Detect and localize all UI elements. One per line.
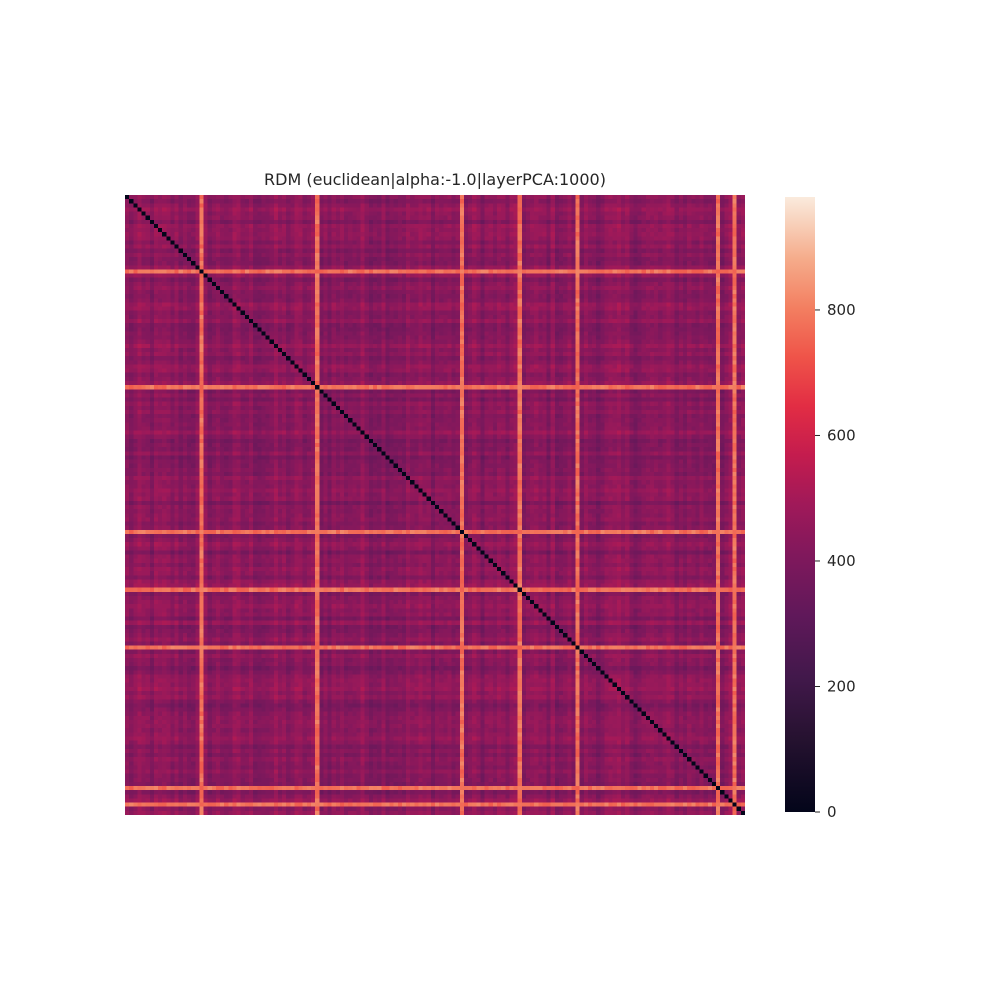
colorbar-tick-label: 0 [827, 803, 837, 821]
colorbar-ticks: 0 200 400 600 800 [815, 301, 856, 821]
colorbar-gradient [785, 197, 815, 812]
chart-title: RDM (euclidean|alpha:-1.0|layerPCA:1000) [264, 170, 606, 189]
colorbar-tick-label: 200 [827, 677, 856, 695]
colorbar-tick-label: 600 [827, 426, 856, 444]
heatmap-matrix [125, 195, 745, 815]
colorbar-tick-label: 400 [827, 552, 856, 570]
colorbar: 0 200 400 600 800 [785, 197, 856, 821]
colorbar-tick-label: 800 [827, 301, 856, 319]
